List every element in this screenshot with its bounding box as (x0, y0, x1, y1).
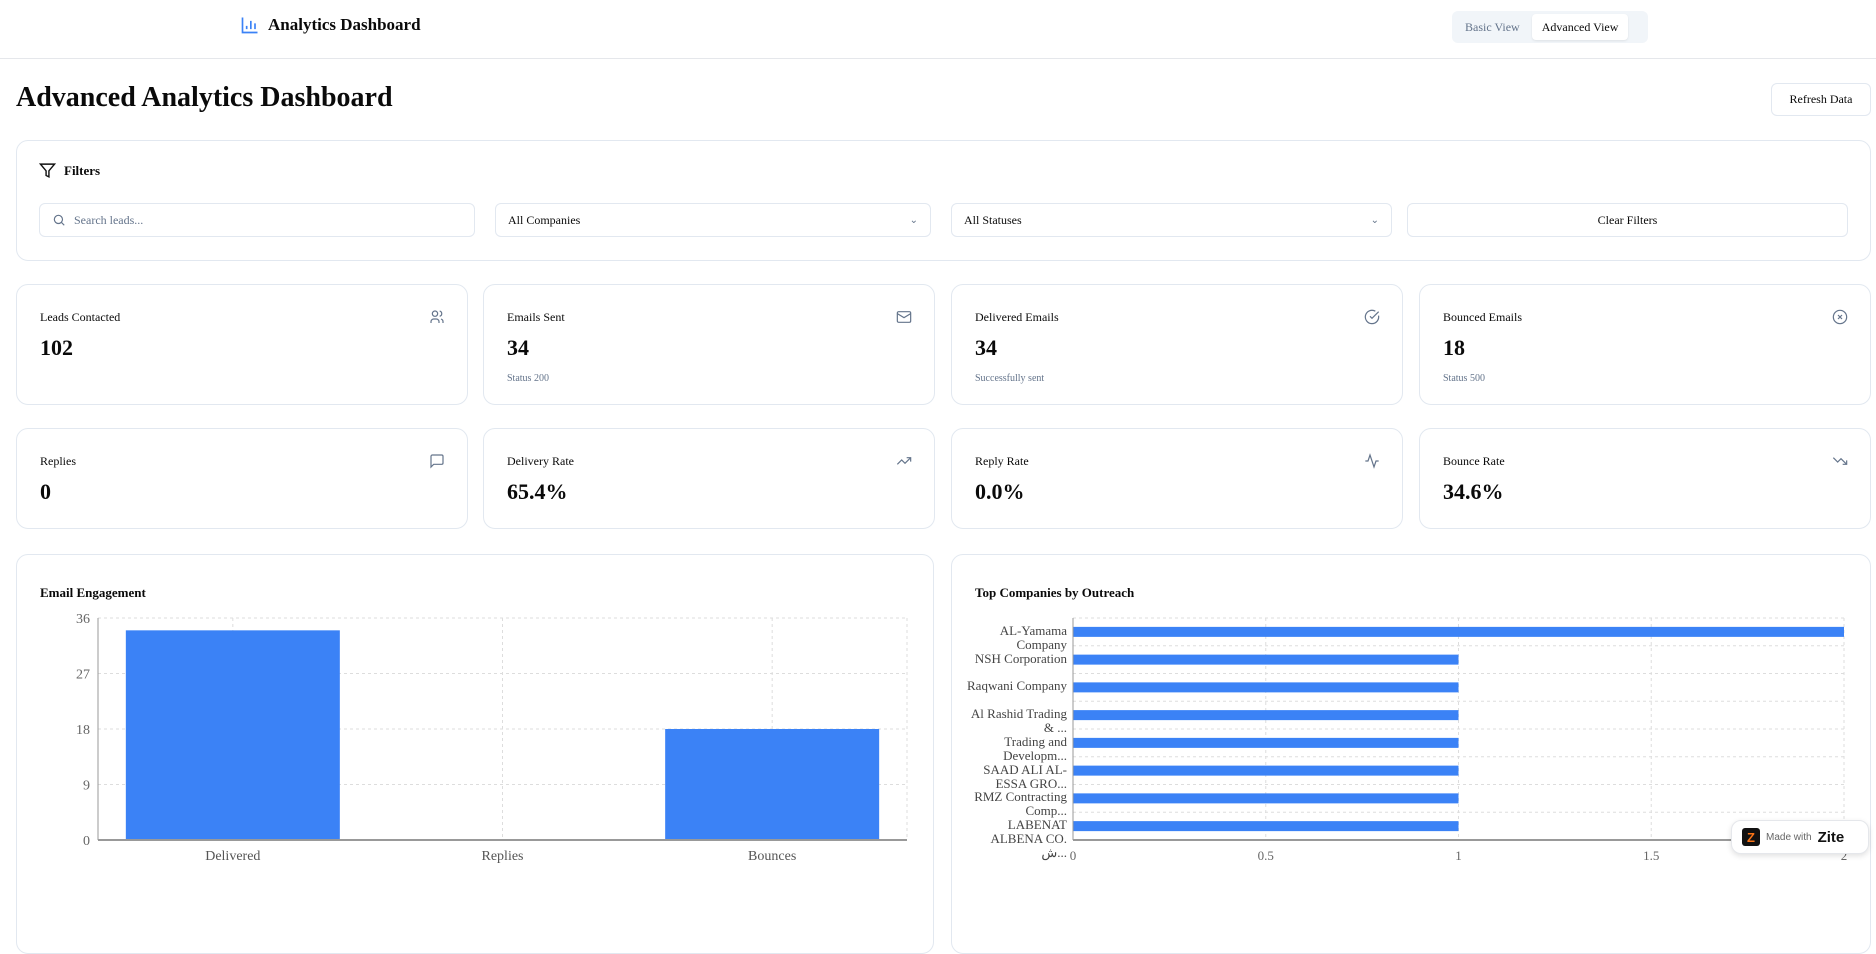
mail-icon (896, 311, 912, 323)
stat-value: 0.0% (975, 479, 1025, 504)
stat-value: 34.6% (1443, 479, 1504, 504)
company-bar (1073, 710, 1459, 721)
stat-card: Delivery Rate 65.4% (483, 428, 935, 529)
search-placeholder: Search leads... (74, 212, 144, 227)
users-icon (430, 310, 444, 323)
y-tick-label: AL-Yamama Company (999, 622, 1067, 652)
filters-heading: Filters (39, 162, 100, 179)
x-tick-label: Bounces (748, 849, 796, 864)
company-bar (1073, 765, 1459, 776)
stat-value: 65.4% (507, 479, 568, 504)
status-select[interactable]: All Statuses ⌄ (951, 203, 1392, 237)
chart-title: Top Companies by Outreach (975, 585, 1135, 600)
y-tick-label: 36 (76, 612, 90, 627)
y-tick-label: LABENAT ALBENA CO. ش... (990, 817, 1067, 861)
clear-filters-button[interactable]: Clear Filters (1407, 203, 1848, 237)
x-tick-label: 0.5 (1258, 848, 1274, 863)
top-nav: Analytics Dashboard Basic View Advanced … (0, 0, 1876, 59)
filters-card (16, 140, 1871, 261)
y-tick-label: Trading and Developm... (1003, 733, 1067, 763)
stat-value: 34 (975, 335, 997, 360)
bar-bounces (665, 729, 880, 840)
bar-delivered (125, 630, 340, 840)
made-with-zite-badge[interactable]: Z Made with Zite (1731, 820, 1869, 854)
y-tick-label: SAAD ALI AL-ESSA GRO... (983, 761, 1067, 791)
chevron-down-icon: ⌄ (909, 214, 918, 226)
company-bar (1073, 682, 1459, 693)
y-tick-label: Raqwani Company (967, 678, 1068, 694)
filter-icon (39, 163, 56, 179)
app-logo[interactable]: Analytics Dashboard (240, 15, 421, 35)
app-title: Analytics Dashboard (268, 15, 421, 34)
stat-card: Leads Contacted 102 (16, 284, 468, 405)
email-engagement-chart: 0 9 18 27 36 Delivered Replies Bounces 0 0.5 1 1.5 2 (76, 612, 1848, 864)
trending-down-icon (1832, 457, 1848, 465)
company-bar (1073, 793, 1459, 804)
message-icon (430, 454, 444, 469)
filters-title: Filters (64, 162, 101, 178)
bar-chart-icon (241, 17, 258, 34)
company-bar (1073, 654, 1459, 665)
zite-logo-icon: Z (1742, 828, 1760, 846)
company-select[interactable]: All Companies ⌄ (495, 203, 931, 237)
stat-subtext: Successfully sent (975, 373, 1045, 384)
refresh-data-button[interactable]: Refresh Data (1771, 83, 1871, 116)
y-tick-label: Al Rashid Trading & ... (970, 706, 1067, 736)
stat-value: 18 (1443, 335, 1465, 360)
x-tick-label: Delivered (205, 849, 260, 864)
y-tick-label: NSH Corporation (974, 650, 1067, 666)
stat-card: Reply Rate 0.0% (951, 428, 1403, 529)
stat-label: Replies (40, 454, 76, 468)
search-icon (53, 214, 65, 226)
y-tick-label: 18 (76, 723, 90, 738)
activity-icon (1365, 453, 1379, 469)
badge-prefix: Made with (1766, 831, 1812, 843)
y-tick-label: 27 (76, 668, 90, 683)
x-tick-label: 1.5 (1643, 848, 1659, 863)
x-tick-label: 0 (1070, 848, 1077, 863)
stat-subtext: Status 500 (1443, 373, 1485, 384)
page-title: Advanced Analytics Dashboard (16, 82, 393, 113)
search-input[interactable]: Search leads... (39, 203, 475, 237)
y-tick-label: 0 (83, 834, 90, 849)
stat-label: Emails Sent (507, 310, 565, 324)
stat-label: Bounce Rate (1443, 454, 1505, 468)
company-bar (1073, 821, 1459, 832)
status-select-value: All Statuses (964, 212, 1022, 227)
chart-title: Email Engagement (40, 585, 146, 600)
y-tick-label: 9 (83, 779, 90, 794)
basic-view-tab[interactable]: Basic View (1465, 19, 1520, 34)
company-bar (1073, 626, 1844, 637)
company-bar (1073, 737, 1459, 748)
stat-label: Reply Rate (975, 454, 1029, 468)
stat-label: Bounced Emails (1443, 310, 1522, 324)
badge-brand: Zite (1817, 828, 1845, 846)
view-toggle: Basic View Advanced View (1452, 11, 1648, 43)
stat-label: Delivery Rate (507, 454, 574, 468)
stat-value: 0 (40, 479, 51, 504)
x-tick-label: 2 (1841, 848, 1848, 863)
x-circle-icon (1832, 309, 1848, 325)
chevron-down-icon: ⌄ (1370, 214, 1379, 226)
x-tick-label: Replies (482, 849, 524, 864)
advanced-view-tab[interactable]: Advanced View (1531, 14, 1629, 40)
x-tick-label: 1 (1455, 848, 1462, 863)
stat-card: Bounce Rate 34.6% (1419, 428, 1871, 529)
stat-subtext: Status 200 (507, 373, 549, 384)
stat-label: Delivered Emails (975, 310, 1059, 324)
stat-card: Delivered Emails 34 Successfully sent (951, 284, 1403, 405)
y-tick-label: RMZ Contracting Comp... (974, 789, 1067, 819)
stat-card: Replies 0 (16, 428, 468, 529)
stat-value: 102 (40, 335, 73, 360)
stat-value: 34 (507, 335, 529, 360)
company-select-value: All Companies (508, 212, 581, 227)
stat-card: Emails Sent 34 Status 200 (483, 284, 935, 405)
stat-card: Bounced Emails 18 Status 500 (1419, 284, 1871, 405)
trending-up-icon (896, 457, 912, 465)
check-circle-icon (1364, 309, 1380, 325)
stat-label: Leads Contacted (40, 310, 121, 324)
